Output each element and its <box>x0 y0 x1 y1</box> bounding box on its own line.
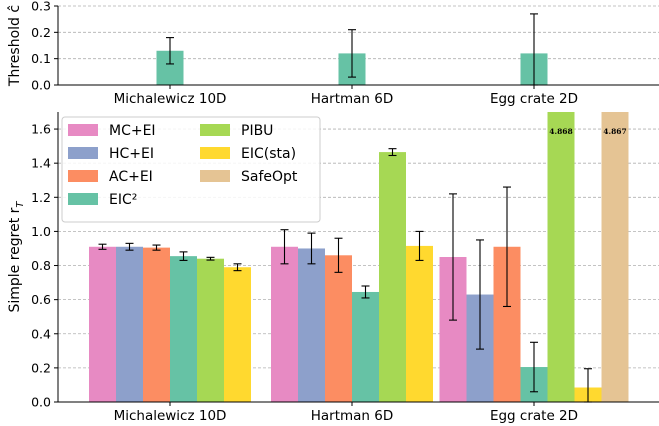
y-tick-label: 0.3 <box>31 0 51 14</box>
legend-swatch-hc-ei <box>68 147 98 159</box>
legend-swatch-ac-ei <box>68 170 98 182</box>
bar-eic2-michalewicz-10d <box>170 256 197 402</box>
y-axis-title-text: Simple regret r <box>7 207 23 312</box>
bar-pibu-hartman-6d <box>379 152 406 402</box>
y-tick-label: 1.2 <box>31 190 51 205</box>
bar-pibu-egg-crate-2d <box>547 112 575 402</box>
y-tick-label: 0.1 <box>31 51 51 66</box>
y-axis-title: Threshold ĉ <box>7 5 23 87</box>
y-tick-label: 0.2 <box>31 360 51 375</box>
bar-eic-sta-hartman-6d <box>406 245 433 402</box>
overflow-value-label: 4.868 <box>549 127 573 136</box>
legend-swatch-eic2 <box>68 193 98 205</box>
legend-swatch-eic-sta <box>200 147 230 159</box>
bar-pibu-michalewicz-10d <box>197 258 224 402</box>
y-tick-label: 0.8 <box>31 258 51 273</box>
y-tick-label: 0.2 <box>31 25 51 40</box>
x-tick-label: Michalewicz 10D <box>114 91 227 107</box>
legend-label-ac-ei: AC+EI <box>109 169 153 185</box>
bar-hc-ei-michalewicz-10d <box>116 246 143 402</box>
bar-safeopt-egg-crate-2d <box>601 112 629 402</box>
bar-mc-ei-michalewicz-10d <box>89 246 116 402</box>
legend-label-pibu: PIBU <box>241 123 273 139</box>
bar-eic-sta-michalewicz-10d <box>224 267 251 402</box>
x-tick-label: Michalewicz 10D <box>114 408 227 424</box>
y-axis-title-subscript: T <box>15 201 26 208</box>
legend-swatch-mc-ei <box>68 124 98 136</box>
y-tick-label: 1.4 <box>31 156 51 171</box>
legend-label-safeopt: SafeOpt <box>241 169 298 185</box>
overflow-value-label: 4.867 <box>603 127 627 136</box>
bar-ac-ei-michalewicz-10d <box>143 247 170 402</box>
legend-swatch-safeopt <box>200 170 230 182</box>
legend-label-hc-ei: HC+EI <box>109 146 154 162</box>
x-tick-label: Hartman 6D <box>311 91 394 107</box>
y-tick-label: 1.6 <box>31 122 51 137</box>
x-tick-label: Hartman 6D <box>311 408 394 424</box>
legend-label-eic2: EIC² <box>109 192 137 208</box>
bar-eic2-hartman-6d <box>352 291 379 402</box>
bar-mc-ei-hartman-6d <box>271 246 298 402</box>
legend-label-mc-ei: MC+EI <box>109 123 156 139</box>
x-tick-label: Egg crate 2D <box>490 408 578 424</box>
y-tick-label: 0.4 <box>31 326 51 341</box>
y-tick-label: 0.0 <box>31 78 51 93</box>
threshold-panel: 0.0 0.1 0.2 0.3 Michalewicz 10D Hartman 6D Egg… <box>7 0 659 107</box>
y-tick-label: 0.6 <box>31 292 51 307</box>
bar-hc-ei-hartman-6d <box>298 248 325 402</box>
regret-panel: 0.0 0.2 0.4 0.6 0.8 1.0 1.2 1.4 1.6 4.868 4.867 MC+… <box>7 112 659 424</box>
legend: MC+EI HC+EI AC+EI EIC² PIBU EIC(sta) SafeOpt <box>61 116 321 223</box>
legend-swatch-pibu <box>200 124 230 136</box>
y-tick-label: 1.0 <box>31 224 51 239</box>
x-tick-label: Egg crate 2D <box>490 91 578 107</box>
y-tick-label: 0.0 <box>31 395 51 410</box>
legend-frame <box>61 116 321 223</box>
legend-label-eic-sta: EIC(sta) <box>241 146 296 162</box>
y-axis-title: Simple regret rT <box>7 201 26 313</box>
bar-ac-ei-hartman-6d <box>325 255 352 402</box>
y-axis-title-text: Threshold ĉ <box>7 5 23 87</box>
